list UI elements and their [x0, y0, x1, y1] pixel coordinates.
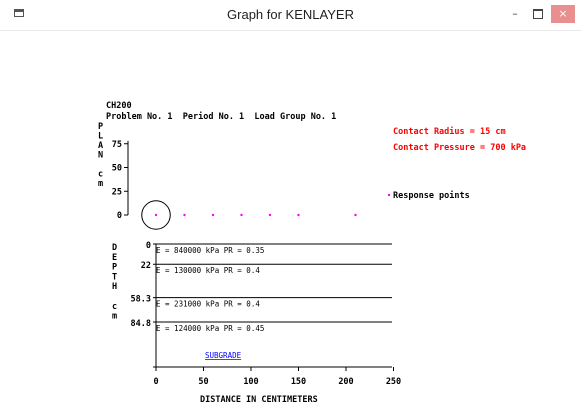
header-line-problem: Problem No. 1 Period No. 1 Load Group No… [106, 111, 336, 122]
depth-axis-letter: T [112, 272, 117, 282]
close-button[interactable]: × [551, 5, 575, 23]
header-line-ch200: CH200 [106, 101, 132, 111]
plan-axis-tick-label: 25 [112, 187, 122, 197]
response-point [154, 213, 158, 217]
plan-axis-letter: N [98, 151, 103, 161]
plan-axis-letter: P [98, 122, 103, 132]
depth-axis-letter: m [112, 312, 117, 322]
maximize-icon [533, 9, 543, 19]
depth-axis-tick-label: 0 [146, 241, 151, 251]
depth-axis-letter: E [112, 253, 117, 263]
layer-properties-label: E = 840000 kPa PR = 0.35 [156, 246, 264, 255]
contact-pressure-label: Contact Pressure = 700 kPa [393, 143, 526, 153]
plot-area: CH200 Problem No. 1 Period No. 1 Load Gr… [98, 101, 526, 405]
response-point [240, 213, 243, 217]
load-circle [141, 200, 171, 230]
depth-axis-letter: P [112, 263, 117, 273]
subgrade-label: SUBGRADE [205, 351, 242, 360]
plan-axis-letter: A [98, 141, 103, 151]
depth-axis-tick-label: 84.8 [131, 319, 151, 329]
x-axis-tick-label: 0 [153, 377, 158, 387]
depth-axis-tick-label: 22 [141, 261, 151, 271]
depth-axis-letter: D [112, 243, 117, 253]
layer-properties-label: E = 124000 kPa PR = 0.45 [156, 324, 264, 333]
x-axis-tick-label: 50 [198, 377, 208, 387]
response-point [268, 213, 272, 217]
title-bar[interactable]: Graph for KENLAYER – × [0, 0, 581, 31]
layer-properties-label: E = 130000 kPa PR = 0.4 [156, 266, 260, 275]
app-icon [14, 9, 24, 17]
depth-axis-tick-label: 58.3 [131, 295, 151, 305]
maximize-button[interactable] [528, 5, 548, 23]
depth-axis-letter: H [112, 282, 117, 292]
plan-axis-letter: c [98, 170, 103, 180]
plan-axis-tick-label: 75 [112, 140, 122, 150]
x-axis-tick-label: 150 [291, 377, 306, 387]
plan-axis-tick-label: 0 [117, 211, 122, 221]
plan-axis-letter: m [98, 179, 103, 189]
response-point [297, 213, 300, 217]
response-points-legend-marker [387, 193, 391, 197]
x-axis-label: DISTANCE IN CENTIMETERS [200, 395, 318, 405]
response-point [211, 213, 215, 217]
response-point [183, 213, 186, 217]
x-axis-tick-label: 100 [243, 377, 258, 387]
plan-axis-tick-label: 50 [112, 164, 122, 174]
window-title: Graph for KENLAYER [227, 7, 354, 22]
x-axis-tick-label: 200 [338, 377, 353, 387]
contact-radius-label: Contact Radius = 15 cm [393, 126, 506, 137]
response-point [354, 213, 357, 217]
response-points-legend-label: Response points [393, 190, 470, 201]
layer-properties-label: E = 231000 kPa PR = 0.4 [156, 300, 260, 309]
depth-axis-letter: c [112, 302, 117, 312]
x-axis-tick-label: 250 [386, 377, 401, 387]
minimize-button[interactable]: – [512, 7, 518, 20]
plan-axis-letter: L [98, 132, 103, 142]
